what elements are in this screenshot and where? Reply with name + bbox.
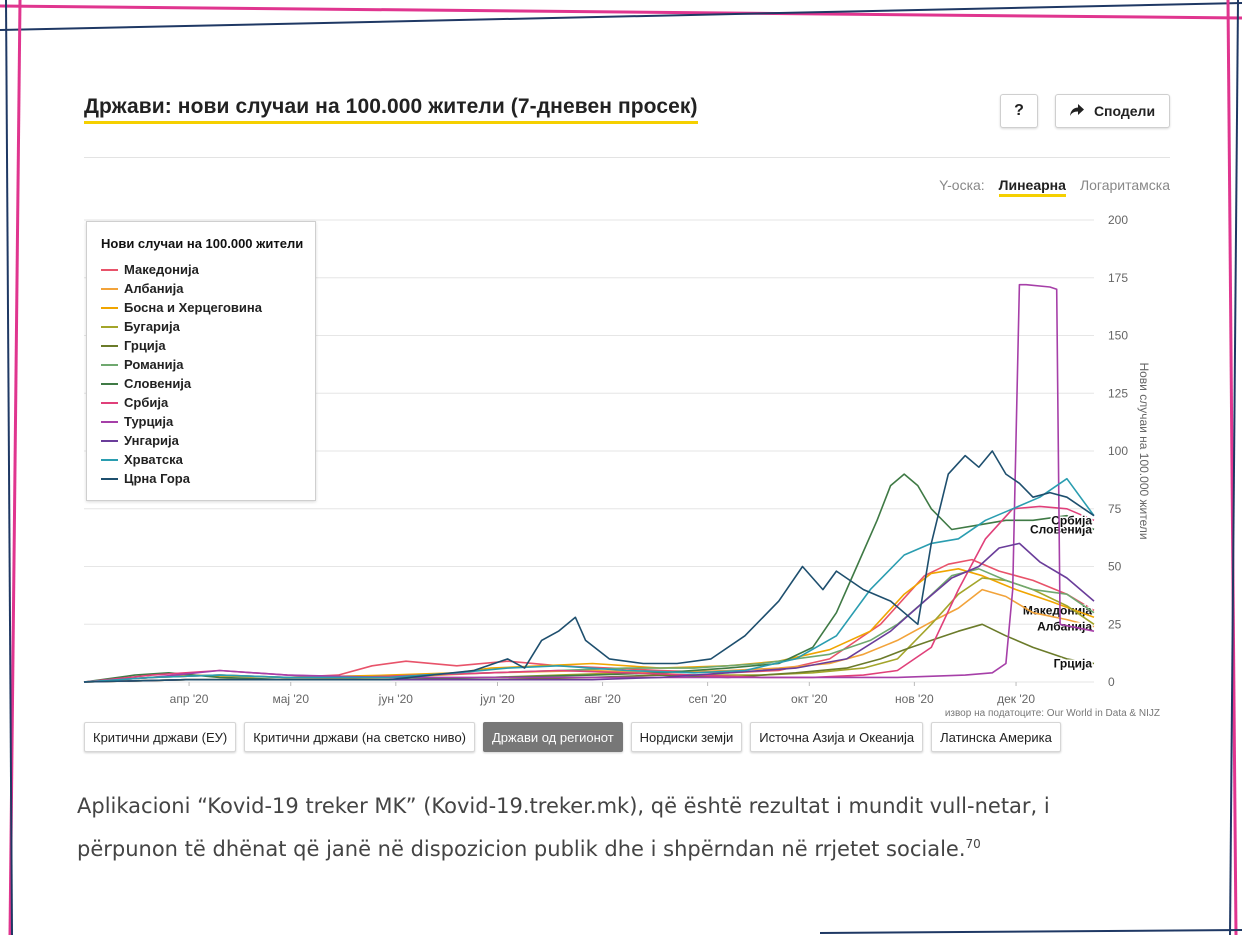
x-tick-label: јул '20 [479,692,515,706]
series-line [83,505,1095,683]
tab-button[interactable]: Критични држави (ЕУ) [84,722,237,752]
legend-label: Словенија [124,376,192,391]
share-label: Сподели [1093,103,1156,119]
header-divider [84,157,1170,158]
x-tick-label: сеп '20 [689,692,727,706]
share-icon [1069,103,1084,119]
legend-items: Македонија Албанија Босна и Херцеговина Буг… [101,260,315,488]
scale-log-option[interactable]: Логаритамска [1079,177,1170,193]
legend-label: Босна и Херцеговина [124,300,262,315]
legend-swatch [101,401,118,404]
legend-swatch [101,287,118,290]
legend-label: Турција [124,414,174,429]
x-tick-label: окт '20 [791,692,828,706]
legend-label: Бугарија [124,319,180,334]
legend-label: Србија [124,395,169,410]
legend-item[interactable]: Грција [101,336,315,355]
y-tick-label: 50 [1108,560,1122,574]
y-axis-title: Нови случаи на 100.000 жители [1137,362,1151,539]
legend-item[interactable]: Албанија [101,279,315,298]
series-line [83,283,1095,683]
legend-swatch [101,420,118,423]
series-end-label: Словенија [1030,523,1092,537]
legend-swatch [101,477,118,480]
legend-swatch [101,268,118,271]
legend-item[interactable]: Србија [101,393,315,412]
tab-button[interactable]: Источна Азија и Океанија [750,722,924,752]
legend-item[interactable]: Унгарија [101,431,315,450]
legend-item[interactable]: Романија [101,355,315,374]
tab-button[interactable]: Нордиски земји [630,722,743,752]
series-line [83,477,1095,683]
x-tick-label: мај '20 [272,692,309,706]
series-line [83,450,1095,683]
x-tick-label: апр '20 [170,692,209,706]
tab-button[interactable]: Критични држави (на светско ниво) [244,722,475,752]
legend-label: Романија [124,357,184,372]
legend-item[interactable]: Црна Гора [101,469,315,488]
series-end-label: Србија [1051,513,1092,527]
body-paragraph: Aplikacioni “Kovid-19 treker MK” (Kovid-… [77,787,1077,868]
legend-swatch [101,382,118,385]
help-label: ? [1014,102,1024,119]
chart-legend: Нови случаи на 100.000 жители Македонија… [86,221,316,501]
legend-label: Македонија [124,262,199,277]
y-tick-label: 25 [1108,617,1122,631]
series-end-label: Албанија [1037,620,1092,634]
legend-label: Хрватска [124,452,183,467]
legend-label: Албанија [124,281,184,296]
x-tick-label: дек '20 [997,692,1035,706]
scale-linear-option[interactable]: Линеарна [998,177,1066,197]
tab-button[interactable]: Латинска Америка [931,722,1061,752]
y-tick-label: 100 [1108,444,1128,458]
y-tick-label: 175 [1108,271,1128,285]
legend-item[interactable]: Словенија [101,374,315,393]
y-tick-label: 150 [1108,329,1128,343]
y-scale-label: Y-оска: [939,177,985,193]
chart-title: Држави: нови случаи на 100.000 жители (7… [84,94,698,124]
legend-item[interactable]: Босна и Херцеговина [101,298,315,317]
tab-button[interactable]: Држави од регионот [483,722,623,752]
source-note: извор на податоците: Our World in Data &… [945,708,1160,719]
legend-swatch [101,325,118,328]
legend-label: Унгарија [124,433,179,448]
legend-item[interactable]: Бугарија [101,317,315,336]
legend-swatch [101,344,118,347]
legend-label: Црна Гора [124,471,190,486]
legend-swatch [101,439,118,442]
x-tick-label: јун '20 [378,692,414,706]
y-tick-label: 200 [1108,213,1128,227]
y-scale-toggle: Y-оска: Линеарна Логаритамска [939,177,1170,197]
help-button[interactable]: ? [1000,94,1038,128]
footnote-marker: 70 [965,837,981,851]
country-group-tabs: Критични држави (ЕУ) Критични држави (на … [84,722,1061,752]
legend-swatch [101,458,118,461]
y-tick-label: 0 [1108,675,1115,689]
y-tick-label: 75 [1108,502,1122,516]
x-tick-label: нов '20 [895,692,934,706]
legend-item[interactable]: Турција [101,412,315,431]
legend-item[interactable]: Хрватска [101,450,315,469]
legend-swatch [101,363,118,366]
y-tick-label: 125 [1108,386,1128,400]
paragraph-text: Aplikacioni “Kovid-19 treker MK” (Kovid-… [77,794,1050,861]
series-line [83,473,1095,683]
legend-item[interactable]: Македонија [101,260,315,279]
share-button[interactable]: Сподели [1055,94,1170,128]
series-end-label: Грција [1054,657,1093,671]
legend-label: Грција [124,338,166,353]
x-tick-label: авг '20 [584,692,621,706]
legend-swatch [101,306,118,309]
legend-title: Нови случаи на 100.000 жители [101,236,304,251]
